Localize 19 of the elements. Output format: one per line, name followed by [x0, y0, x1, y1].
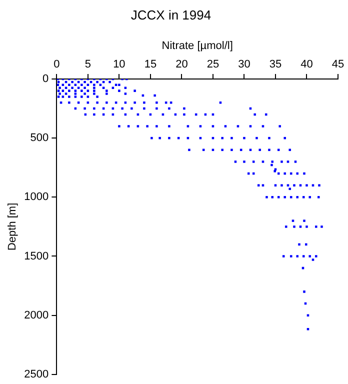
- y-tick-label: 0: [42, 73, 49, 86]
- y-tick-label: 1000: [24, 191, 49, 204]
- y-tick-label: 1500: [24, 250, 49, 262]
- y-tick-label: 2500: [24, 368, 49, 380]
- x-axis-title: Nitrate [µmol/l]: [162, 40, 233, 52]
- x-tick-label: 10: [113, 58, 126, 70]
- x-tick-label: 0: [54, 58, 60, 70]
- x-tick-label: 30: [238, 58, 250, 70]
- x-tick-label: 20: [176, 58, 188, 70]
- x-tick-label: 45: [332, 58, 344, 70]
- x-tick-label: 25: [206, 58, 220, 70]
- y-axis-title: Depth [m]: [6, 202, 19, 251]
- y-tick-label: 500: [30, 132, 49, 144]
- x-tick-label: 40: [300, 58, 313, 70]
- chart-title: JCCX in 1994: [130, 7, 212, 22]
- x-tick-label: 5: [84, 58, 91, 70]
- x-tick-label: 15: [144, 58, 157, 70]
- x-tick-label: 35: [269, 58, 282, 70]
- y-tick-label: 2000: [24, 309, 49, 322]
